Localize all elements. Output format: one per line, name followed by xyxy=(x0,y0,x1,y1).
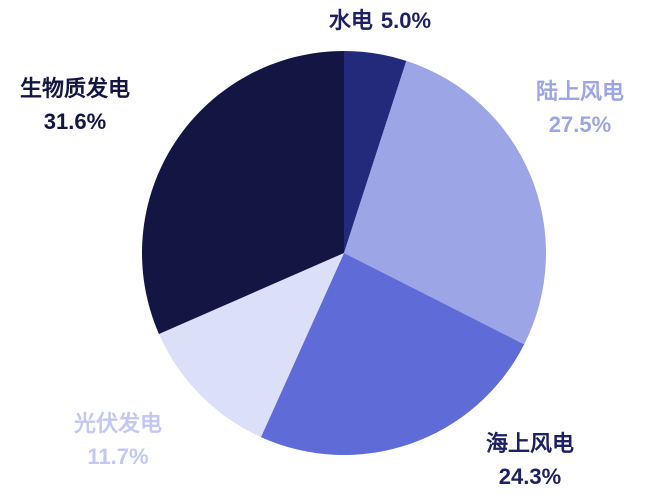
value-label: 24.3% xyxy=(499,464,561,489)
category-label: 光伏发电 xyxy=(73,411,162,436)
slice-label: 水电 5.0% xyxy=(329,8,431,33)
pie-slice xyxy=(344,51,407,253)
value-label: 31.6% xyxy=(44,109,106,134)
category-label: 陆上风电 xyxy=(536,79,624,104)
category-label: 海上风电 xyxy=(486,431,574,456)
pie-slice xyxy=(158,253,344,438)
category-label: 生物质发电 xyxy=(20,76,130,101)
category-label: 水电 xyxy=(329,8,373,33)
value-label: 11.7% xyxy=(87,444,148,469)
pie-slice xyxy=(260,253,525,455)
pie-slice xyxy=(344,60,546,345)
pie-slice xyxy=(141,51,344,335)
value-label: 5.0% xyxy=(381,8,431,33)
value-label: 27.5% xyxy=(549,112,611,137)
